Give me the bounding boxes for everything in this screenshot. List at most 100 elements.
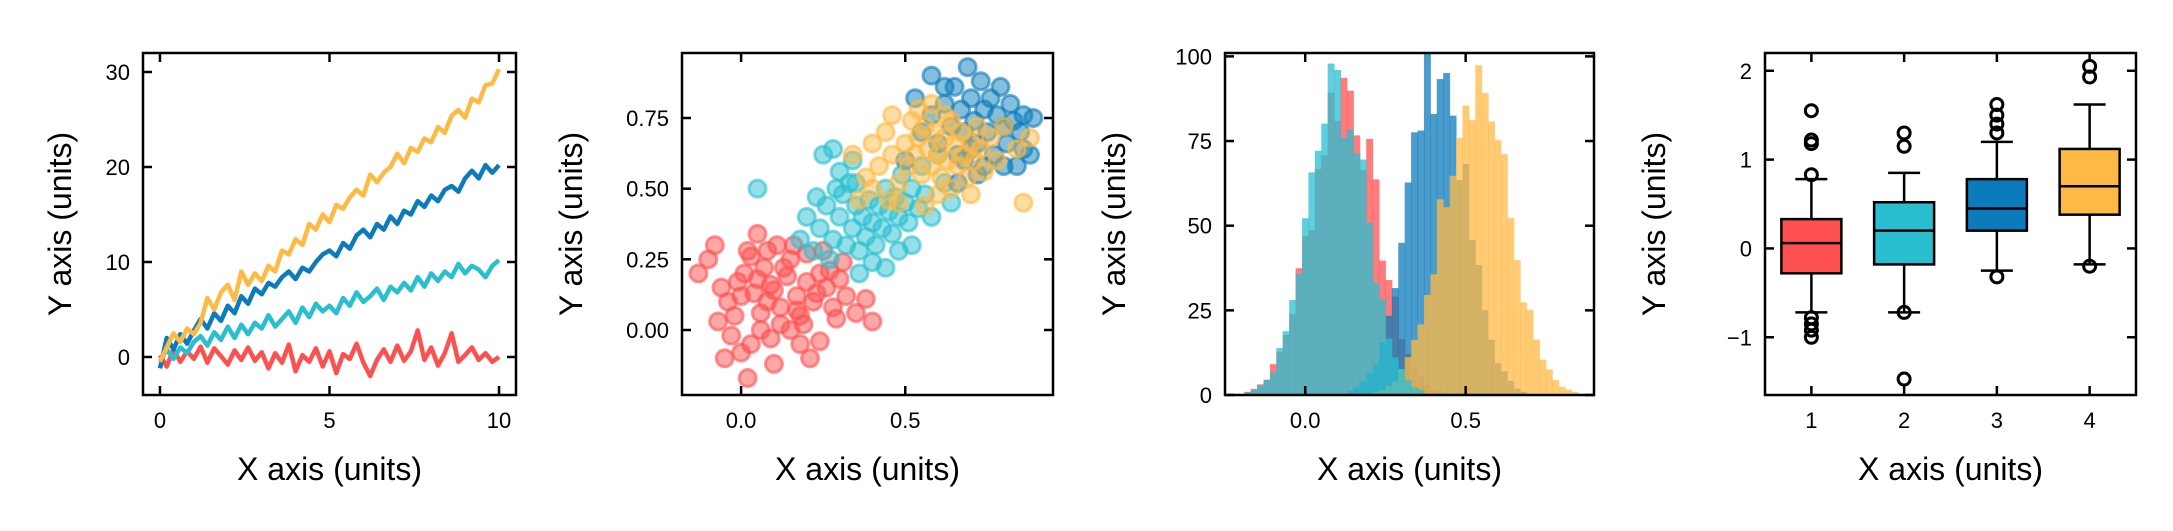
scatter-point	[960, 184, 981, 205]
histogram-bar	[1250, 390, 1258, 395]
histogram-bar	[1411, 387, 1419, 395]
scatter-point	[724, 305, 745, 326]
histogram-bar	[1533, 339, 1540, 395]
scatter-point	[747, 223, 768, 244]
histogram-bar	[1276, 347, 1284, 395]
y-tick-label: 0.25	[626, 247, 669, 272]
scatter-point	[888, 192, 909, 213]
box-3	[1965, 97, 2029, 285]
y-axis-label: Y axis (units)	[1096, 132, 1132, 316]
y-tick-label: 10	[106, 250, 130, 275]
histogram-bar	[1257, 385, 1265, 395]
histogram-bar	[1353, 153, 1361, 395]
plot-area	[157, 68, 502, 379]
histogram-bar	[1302, 218, 1309, 395]
histogram-series-4	[1244, 63, 1425, 395]
scatter-point	[809, 331, 830, 352]
y-tick-label: 0	[118, 345, 130, 370]
histogram-bar	[1423, 294, 1431, 395]
outlier-point	[1803, 167, 1819, 183]
scatter-point	[704, 235, 725, 256]
scatter-point	[908, 99, 929, 120]
x-axis-label: X axis (units)	[1858, 451, 2043, 487]
scatter-point	[970, 71, 991, 92]
histogram-bar	[1391, 288, 1399, 395]
x-tick-label: 3	[1991, 408, 2003, 433]
histogram-bar	[1513, 260, 1521, 395]
scatter-point	[829, 206, 850, 227]
scatter-point	[806, 283, 827, 304]
scatter-point	[842, 144, 863, 165]
y-tick-label: 50	[1188, 214, 1212, 239]
scatter-point	[754, 257, 775, 278]
scatter-point	[967, 116, 988, 137]
y-axis-label: Y axis (units)	[42, 132, 78, 316]
scatter-point	[747, 178, 768, 199]
x-tick-label: 10	[487, 408, 511, 433]
scatter-point	[974, 161, 995, 182]
y-tick-label: 0.75	[626, 106, 669, 131]
outlier-point	[1896, 304, 1912, 320]
scatter-point	[888, 173, 909, 194]
x-tick-label: 2	[1898, 408, 1910, 433]
scatter-point	[882, 223, 903, 244]
scatter-point	[819, 249, 840, 270]
histogram-bar	[1340, 137, 1348, 395]
histogram-series-3	[1372, 65, 1579, 395]
outlier-point	[1989, 125, 2005, 141]
scatter-point	[898, 212, 919, 233]
histogram-bar	[1468, 120, 1476, 395]
histogram-bar	[1417, 324, 1425, 395]
histogram-bar	[1545, 369, 1553, 395]
plot-area	[1244, 53, 1579, 395]
x-tick-label: 0.0	[726, 408, 757, 433]
scatter-point	[737, 240, 758, 261]
histogram-bar	[1334, 69, 1342, 395]
x-axis-label: X axis (units)	[237, 451, 422, 487]
box-body	[1780, 217, 1843, 275]
outlier-point	[1989, 269, 2005, 285]
histogram-bar	[1366, 222, 1374, 395]
scatter-point	[901, 235, 922, 256]
scatter-point	[708, 311, 729, 332]
histogram-bar	[1526, 310, 1534, 395]
outlier-point	[1896, 371, 1912, 387]
scatter-point	[721, 325, 742, 346]
scatter-point	[1013, 192, 1034, 213]
x-tick-label: 1	[1805, 408, 1817, 433]
y-tick-label: 75	[1188, 129, 1212, 154]
histogram-bar	[1263, 379, 1271, 395]
scatter-point	[1020, 127, 1041, 148]
scatter-point	[836, 286, 857, 307]
x-axis-label: X axis (units)	[1317, 451, 1502, 487]
histogram-bar	[1481, 93, 1489, 395]
line-series-1	[158, 328, 501, 379]
scatter-point	[934, 76, 955, 97]
histogram-bar	[1488, 121, 1496, 395]
scatter-point	[921, 65, 942, 86]
outlier-point	[1803, 310, 1819, 326]
chart-panel-4: 1 2 3 4 −1 0 1 2 X axis (units) Y axis (units)	[1636, 51, 2138, 487]
outlier-point	[1896, 125, 1912, 141]
histogram-bar	[1269, 372, 1277, 395]
box-body	[1872, 200, 1936, 266]
scatter-point	[826, 308, 847, 329]
outlier-point	[2082, 258, 2098, 274]
scatter-point	[1006, 139, 1027, 160]
chart-panel-2: 0.0 0.5 0.00 0.25 0.50 0.75 X axis (units) Y ax…	[553, 51, 1055, 487]
scatter-point	[714, 348, 735, 369]
outlier-point	[1989, 116, 2005, 132]
scatter-point	[823, 139, 844, 160]
scatter-point	[796, 206, 817, 227]
scatter-point	[849, 263, 870, 284]
histogram-bar	[1379, 299, 1386, 395]
box-1	[1780, 103, 1843, 345]
histogram-bar	[1539, 359, 1547, 395]
chart-panel-1: 0 5 10 0 10 20 30 X axis (units) Y axis (units)	[42, 51, 518, 487]
scatter-point	[882, 105, 903, 126]
line-series-4	[157, 68, 502, 363]
histogram-bar	[1507, 217, 1515, 395]
histogram-bar	[1295, 273, 1303, 395]
histogram-bar	[1417, 389, 1425, 395]
